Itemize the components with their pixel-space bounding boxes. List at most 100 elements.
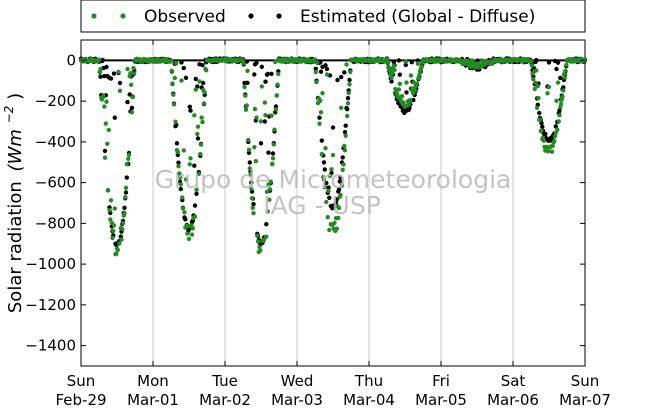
estimated-point [343,123,348,128]
observed-point [105,188,111,193]
observed-point [132,71,137,76]
observed-point [259,84,264,89]
observed-point [98,67,103,72]
estimated-point [265,71,270,77]
observed-point [129,110,135,115]
observed-point [325,215,330,220]
observed-point [271,142,276,147]
observed-point [344,62,349,67]
y-tick-label: −400 [35,133,76,151]
observed-point [345,101,351,106]
estimated-point [247,160,252,165]
observed-point [554,98,559,104]
observed-point [556,119,561,124]
observed-point [537,117,543,123]
observed-point [179,78,184,83]
observed-point [392,67,397,73]
x-tick-label-day: Sun [571,372,600,390]
estimated-point [245,80,250,86]
y-axis-unit-base: (Wm [5,129,26,171]
observed-point [108,217,113,222]
observed-point [253,159,258,164]
observed-point [550,143,555,148]
estimated-point [540,124,545,129]
estimated-point [258,141,264,146]
observed-point [171,92,176,97]
observed-point [245,68,250,74]
observed-point [249,196,255,201]
observed-point [251,211,256,216]
x-tick-label-day: Sat [501,372,526,390]
legend-observed-label: Observed [144,7,226,27]
x-axis-ticks: SunFeb-29MonMar-01TueMar-02WedMar-03ThuM… [55,40,611,409]
observed-point [173,119,178,124]
observed-point [170,81,175,86]
estimated-point [269,71,274,77]
observed-point [348,69,353,75]
observed-point [528,59,534,64]
observed-point [111,223,117,228]
observed-point [258,119,264,124]
observed-point [111,228,116,234]
estimated-point [183,75,189,81]
observed-point [262,100,267,105]
estimated-point [318,69,324,74]
observed-point [399,94,405,99]
observed-point [322,185,327,190]
observed-point [123,195,128,200]
observed-point [417,73,422,78]
legend-observed-marker-1 [91,13,97,19]
observed-point [555,127,560,132]
observed-point [180,206,186,211]
observed-point [324,72,330,77]
x-tick-label-date: Mar-04 [343,391,395,409]
observed-point [120,220,126,226]
observed-point [531,77,536,82]
observed-point [242,84,247,90]
estimated-point [251,201,256,207]
observed-point [244,103,249,108]
observed-point [192,214,198,219]
observed-point [175,150,180,155]
x-tick-label-date: Mar-01 [127,391,179,409]
observed-point [178,182,183,187]
observed-point [126,156,131,161]
estimated-point [537,110,542,116]
estimated-point [183,217,188,222]
y-axis-unit-close: ) [5,93,26,100]
estimated-point [249,180,254,185]
x-tick-label-date: Mar-07 [559,391,611,409]
observed-point [546,84,552,90]
estimated-point [187,104,192,110]
observed-point [168,58,174,64]
observed-point [258,248,263,253]
estimated-point [397,72,402,77]
observed-point [172,75,177,81]
observed-point [120,226,125,232]
observed-point [116,69,121,75]
x-tick-label-day: Wed [281,372,314,390]
observed-point [174,61,179,66]
observed-point [269,113,274,118]
y-axis-unit-exp: −2 [2,106,16,124]
estimated-point [415,58,420,63]
observed-point [341,162,346,167]
observed-point [243,93,248,98]
observed-point [112,206,118,211]
estimated-point [404,90,409,95]
estimated-point [396,58,402,63]
y-tick-label: 0 [66,51,76,69]
estimated-point [122,205,127,210]
observed-point [254,115,259,120]
estimated-point [179,60,184,65]
observed-point [255,239,261,244]
observed-point [97,70,103,75]
observed-point [555,80,561,85]
estimated-point [270,151,276,156]
estimated-point [98,74,103,79]
observed-point [103,121,109,126]
estimated-point [342,130,348,135]
estimated-point [178,186,183,192]
estimated-point [336,187,342,192]
estimated-point [539,121,544,126]
